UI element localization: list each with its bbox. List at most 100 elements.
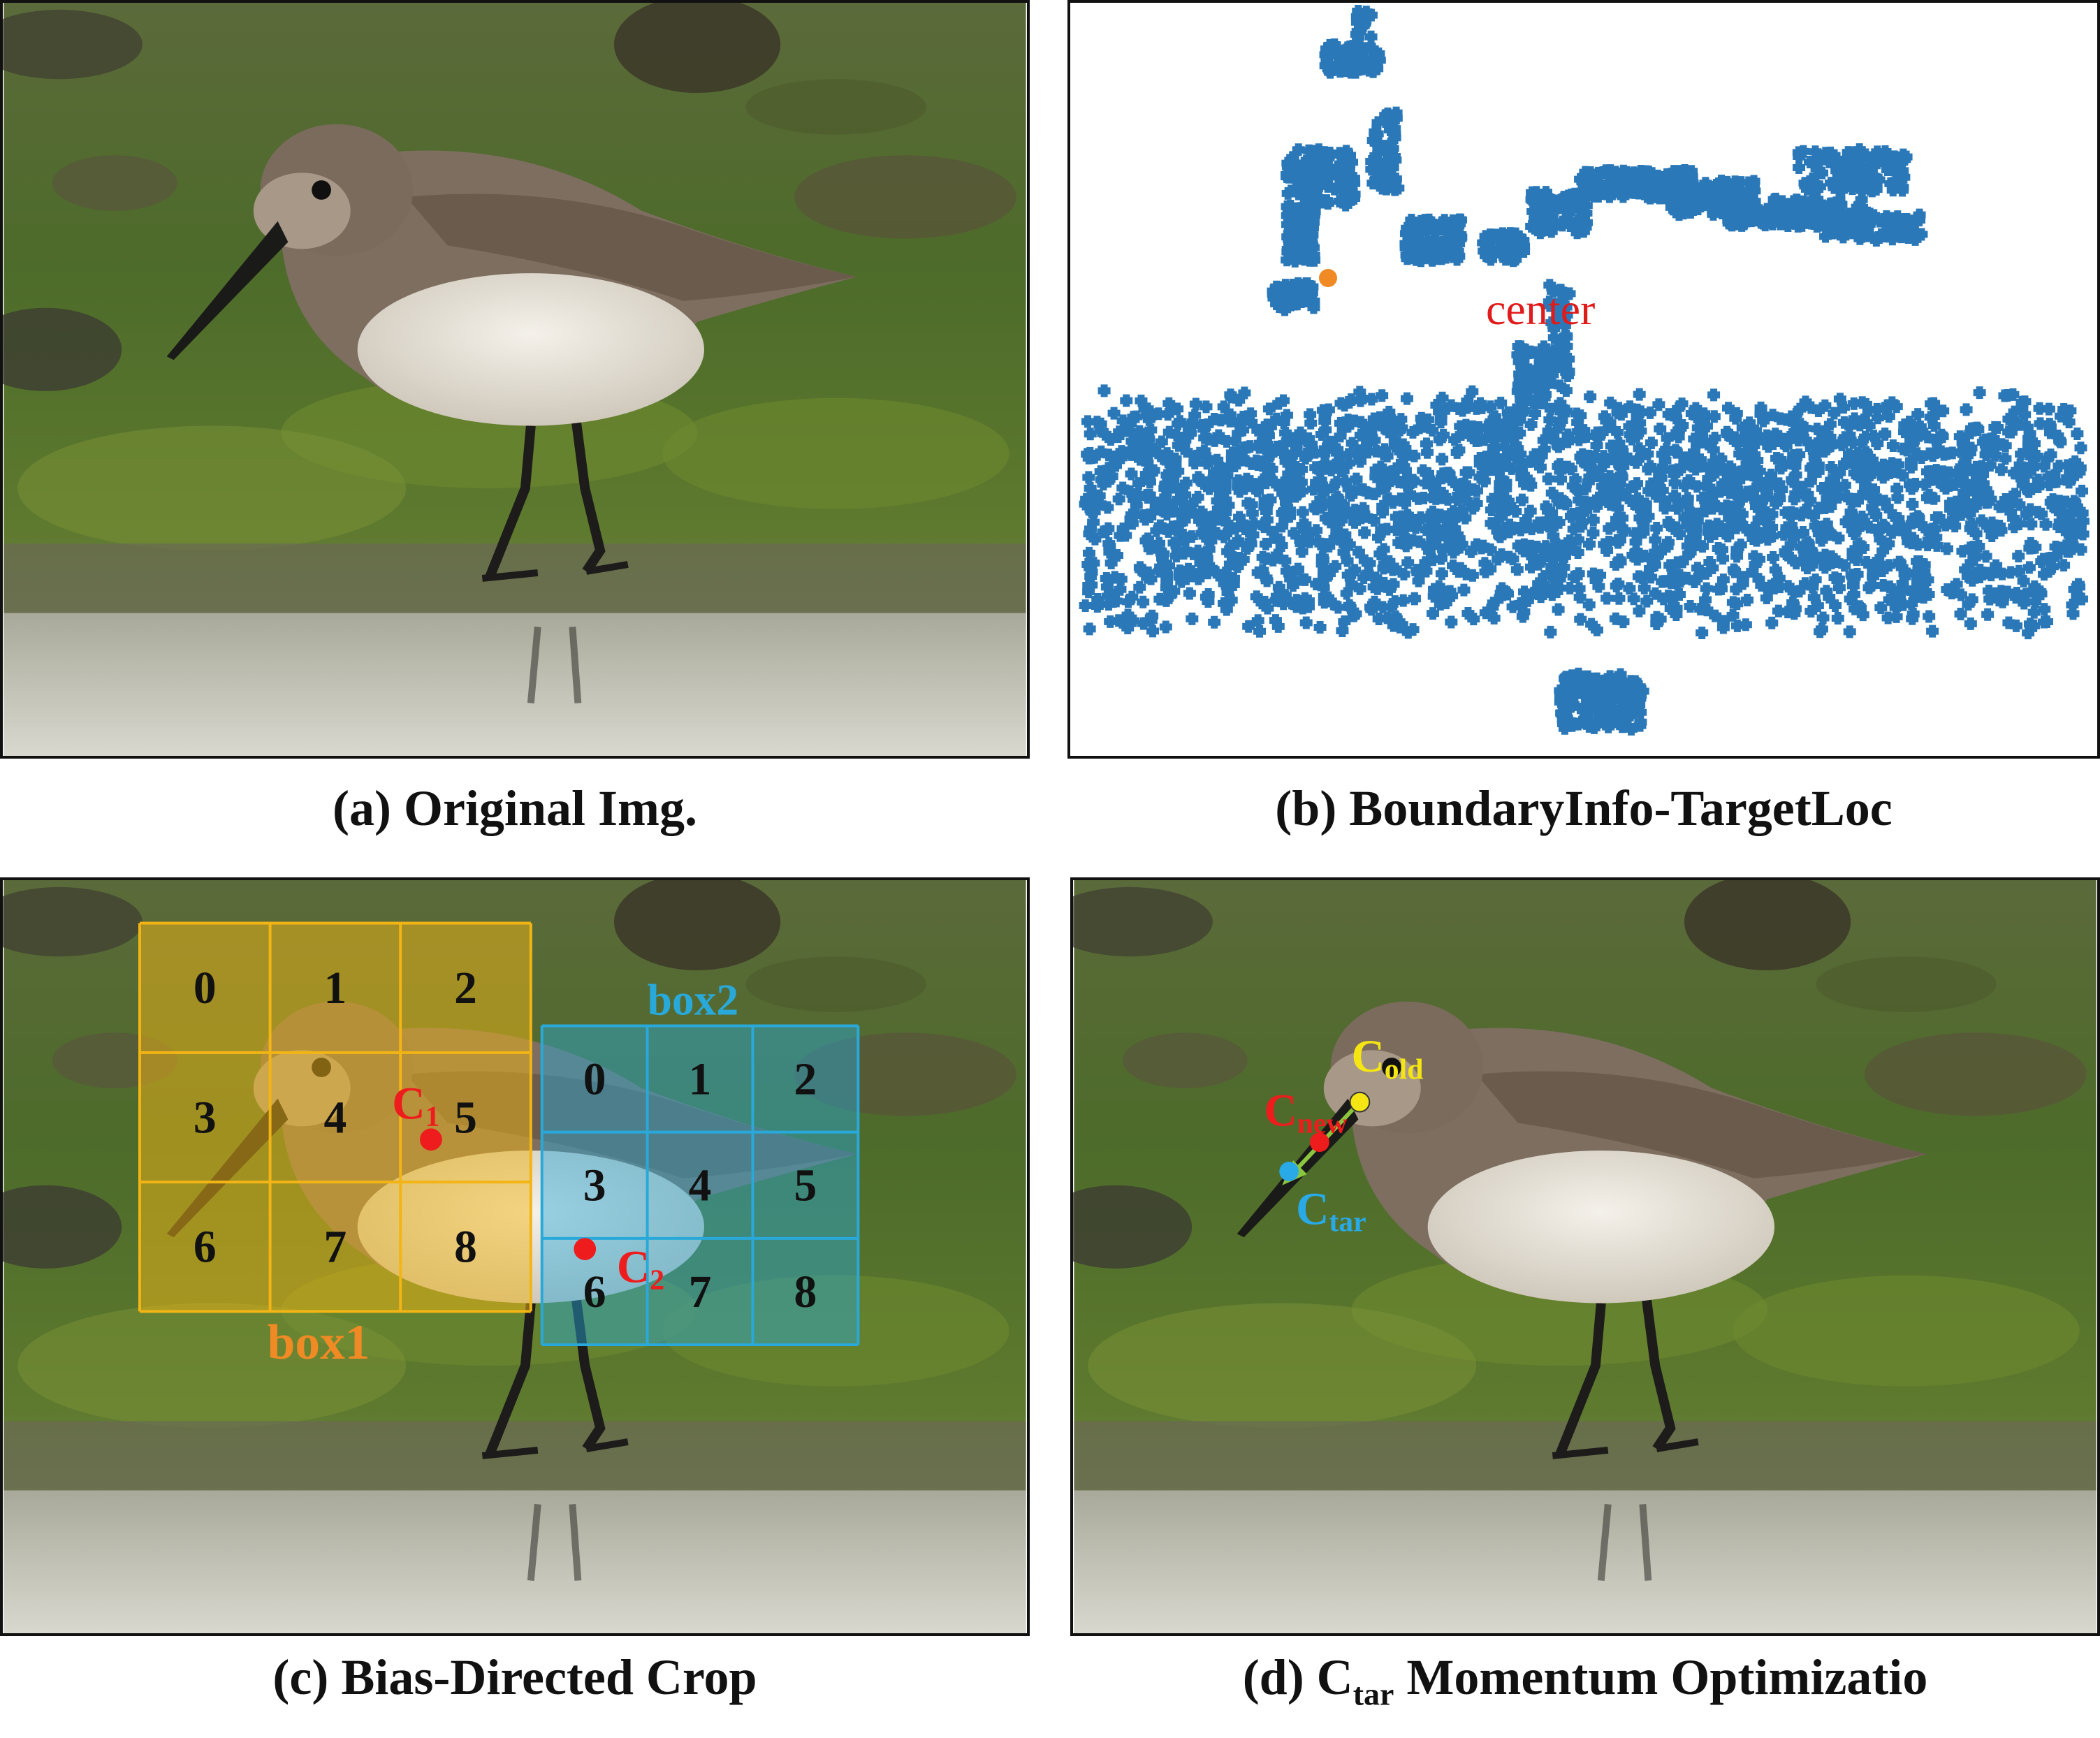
boundary-point: [1850, 546, 1863, 560]
boundary-point: [2008, 467, 2021, 480]
c1-label: C1: [392, 1079, 439, 1132]
boundary-point: [1478, 557, 1492, 570]
boundary-point: [1426, 532, 1439, 545]
boundary-point: [1867, 483, 1881, 496]
boundary-point: [1377, 482, 1390, 495]
boundary-point: [1083, 622, 1096, 636]
boundary-point: [1232, 481, 1245, 494]
boundary-point: [1920, 523, 1934, 536]
boundary-point: [1372, 612, 1385, 625]
boundary-point: [1339, 528, 1352, 541]
boundary-point: [1618, 524, 1631, 537]
boundary-point: [2033, 402, 2046, 415]
boundary-point: [1529, 199, 1543, 212]
boundary-point: [1396, 525, 1409, 539]
boundary-point: [1485, 503, 1498, 516]
boundary-point: [1445, 589, 1459, 602]
boundary-point: [1402, 511, 1415, 524]
boundary-point: [1189, 397, 1202, 411]
boundary-point: [2075, 592, 2088, 606]
boundary-point: [2057, 559, 2071, 572]
boundary-point: [1543, 299, 1556, 312]
boundary-point: [1816, 611, 1830, 625]
boundary-point: [1658, 502, 1672, 515]
boundary-point: [1251, 423, 1264, 437]
boundary-point: [1862, 218, 1876, 231]
boundary-point: [1171, 545, 1184, 558]
boundary-point: [1433, 583, 1446, 596]
boundary-point: [1345, 66, 1358, 79]
boundary-point: [1785, 506, 1798, 519]
c-tar-label: Ctar: [1296, 1184, 1366, 1238]
boundary-point: [1696, 626, 1709, 639]
boundary-point: [1091, 599, 1104, 613]
boundary-point: [1286, 458, 1299, 472]
boundary-point: [1674, 421, 1687, 434]
boundary-point: [1652, 174, 1665, 187]
boundary-point: [1454, 562, 1467, 575]
boundary-point: [1512, 340, 1525, 353]
boundary-point: [2015, 448, 2028, 461]
boundary-point: [1678, 164, 1691, 177]
boundary-point: [1652, 398, 1665, 411]
boundary-point: [1343, 41, 1357, 54]
boundary-point: [1427, 607, 1440, 620]
boundary-point: [1485, 463, 1498, 476]
boundary-point: [1753, 494, 1767, 507]
boundary-point: [1904, 418, 1917, 431]
caption-d-suffix: Momentum Optimizatio: [1394, 1649, 1928, 1705]
boundary-point: [1543, 413, 1556, 426]
boundary-point: [1338, 459, 1351, 472]
boundary-point: [1541, 504, 1554, 518]
boundary-point: [1691, 507, 1705, 520]
box2-cell-number: 0: [583, 1054, 606, 1104]
boundary-point: [1301, 251, 1314, 264]
boundary-point: [1588, 189, 1601, 203]
boundary-point: [1376, 499, 1390, 513]
boundary-point: [1491, 244, 1504, 258]
boundary-point: [1896, 152, 1909, 166]
boundary-point: [1143, 488, 1156, 502]
boundary-point: [1387, 126, 1401, 139]
boundary-point: [1609, 480, 1622, 493]
boundary-point: [1390, 462, 1403, 475]
boundary-point: [1670, 502, 1684, 515]
boundary-point: [1924, 411, 1937, 424]
boundary-point: [1747, 175, 1760, 188]
boundary-point: [1278, 554, 1292, 567]
boundary-point: [1633, 719, 1647, 732]
boundary-point: [1981, 444, 1994, 457]
boundary-point: [1296, 506, 1309, 519]
boundary-point: [1918, 565, 1931, 578]
boundary-point: [1171, 402, 1184, 416]
boundary-point: [1322, 591, 1335, 604]
boundary-point: [1338, 615, 1351, 629]
boundary-point: [1449, 223, 1462, 236]
boundary-point: [1161, 455, 1174, 469]
boundary-point: [1610, 704, 1623, 717]
boundary-point: [1807, 591, 1821, 604]
caption-d-prefix: (d) C: [1242, 1649, 1353, 1705]
boundary-point: [1754, 401, 1767, 414]
boundary-point: [1499, 476, 1512, 489]
boundary-point: [1879, 402, 1892, 415]
boundary-point: [1843, 625, 1856, 638]
boundary-point: [1125, 517, 1139, 530]
boundary-point: [1400, 392, 1413, 405]
boundary-point: [1808, 184, 1821, 197]
boundary-point: [1700, 604, 1714, 617]
boundary-point: [1466, 502, 1480, 515]
boundary-point: [1712, 541, 1725, 555]
boundary-point: [1395, 618, 1408, 631]
boundary-point: [1813, 520, 1826, 534]
boundary-point: [1765, 468, 1778, 481]
boundary-point: [1213, 513, 1227, 526]
boundary-point: [1572, 567, 1585, 580]
boundary-point: [2069, 497, 2082, 510]
boundary-point: [1716, 621, 1730, 634]
boundary-point: [2066, 525, 2079, 538]
boundary-point: [1350, 446, 1364, 460]
boundary-point: [1237, 411, 1250, 424]
boundary-point: [1807, 468, 1820, 481]
boundary-point: [1127, 614, 1140, 627]
